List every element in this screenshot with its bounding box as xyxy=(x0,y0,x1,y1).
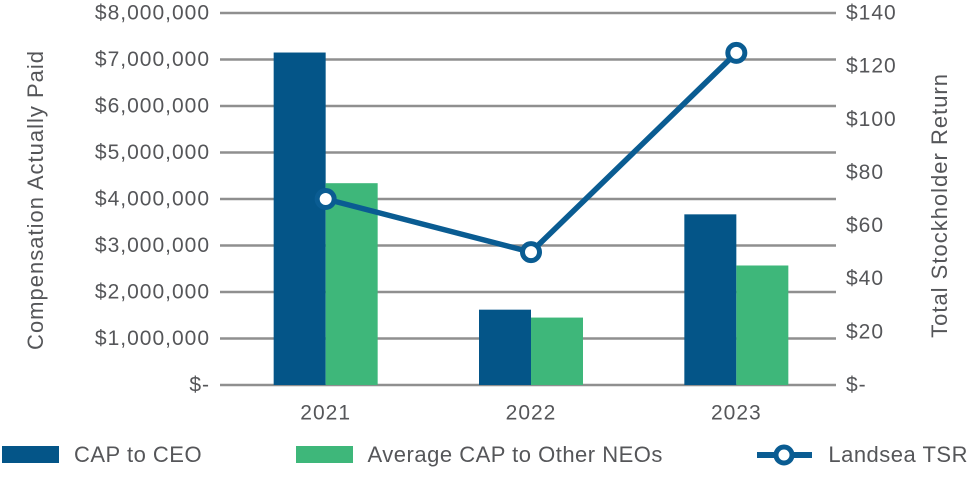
legend-line-marker-icon xyxy=(757,444,813,465)
right-axis-tick-label: $60 xyxy=(846,214,884,237)
left-axis-tick-label: $5,000,000 xyxy=(95,141,210,164)
tsr-marker-2021 xyxy=(314,188,337,210)
right-axis-tick-label: $140 xyxy=(846,2,897,25)
bar-avg-cap-neos-2023 xyxy=(736,265,789,385)
x-axis-label-2023: 2023 xyxy=(711,402,762,425)
right-axis-title-wrap: Total Stockholder Return xyxy=(920,0,960,410)
right-axis-tick-label: $120 xyxy=(846,55,897,78)
bar-cap-ceo-2023 xyxy=(684,214,737,385)
left-axis-tick-label: $8,000,000 xyxy=(95,2,210,25)
bar-avg-cap-neos-2021 xyxy=(325,183,378,385)
left-axis-tick-label: $4,000,000 xyxy=(95,188,210,211)
legend-label-cap-ceo: CAP to CEO xyxy=(74,441,203,467)
x-axis-label-2022: 2022 xyxy=(506,402,557,425)
legend-item-landsea-tsr: Landsea TSR xyxy=(756,442,968,468)
right-axis-tick-label: $40 xyxy=(846,267,884,290)
x-axis-label-2021: 2021 xyxy=(300,402,351,425)
right-axis-tick-label: $100 xyxy=(846,108,897,131)
right-axis-tick-label: $- xyxy=(846,374,867,397)
tsr-marker-2023 xyxy=(725,41,748,64)
bar-avg-cap-neos-2022 xyxy=(531,317,583,385)
legend-item-cap-ceo: CAP to CEO xyxy=(2,442,202,468)
left-axis-tick-label: $2,000,000 xyxy=(95,281,210,304)
legend-swatch-avg-cap-neos-icon xyxy=(295,446,353,463)
left-axis-tick-label: $7,000,000 xyxy=(95,48,210,71)
plot-area: $8,000,000 $7,000,000 $6,000,000 $5,000,000… xyxy=(95,2,897,425)
tsr-marker-2022 xyxy=(520,241,542,264)
legend-swatch-cap-ceo-icon xyxy=(2,446,59,463)
left-axis-tick-label: $- xyxy=(189,374,210,397)
right-axis-title: Total Stockholder Return xyxy=(927,72,952,338)
right-axis-tick-label: $80 xyxy=(846,161,884,184)
bar-cap-ceo-2021 xyxy=(273,52,326,386)
left-axis-tick-label: $6,000,000 xyxy=(95,95,210,118)
bar-cap-ceo-2022 xyxy=(479,309,531,385)
legend-item-avg-cap-neos: Average CAP to Other NEOs xyxy=(295,441,663,468)
legend-label-landsea-tsr: Landsea TSR xyxy=(828,441,968,467)
left-axis-tick-label: $1,000,000 xyxy=(95,327,210,350)
legend: CAP to CEO Average CAP to Other NEOs Lan… xyxy=(2,432,968,477)
legend-label-avg-cap-neos: Average CAP to Other NEOs xyxy=(367,441,663,467)
left-axis-tick-label: $3,000,000 xyxy=(95,234,210,257)
right-axis-tick-label: $20 xyxy=(846,320,884,343)
